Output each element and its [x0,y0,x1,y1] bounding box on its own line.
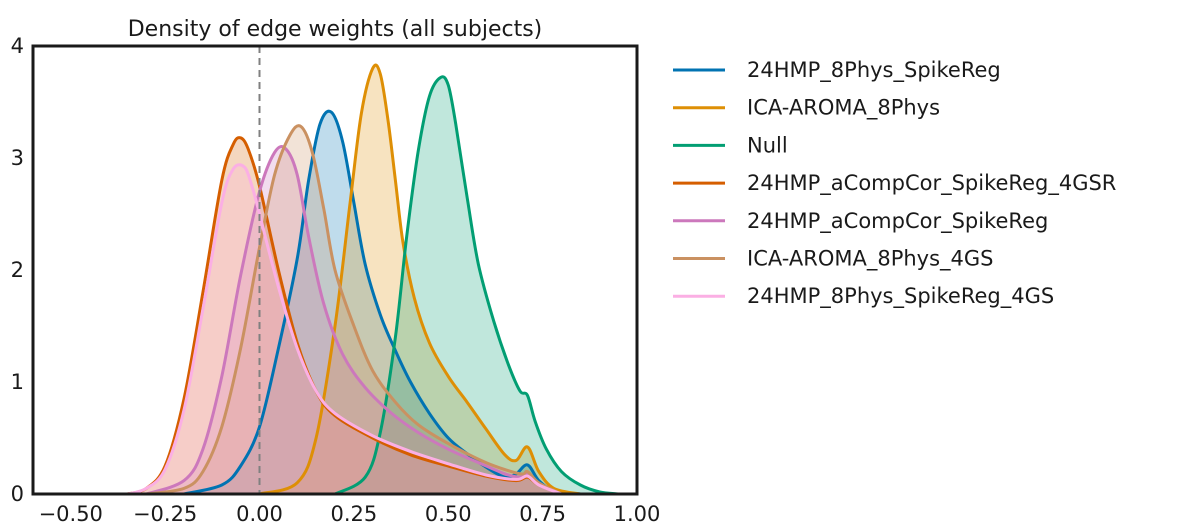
legend-label: ICA-AROMA_8Phys [747,96,940,121]
series-fill-4 [127,137,562,494]
legend-label: 24HMP_aCompCor_SpikeReg [747,209,1048,234]
x-tick-label: 0.50 [425,502,472,523]
series-fill-1 [184,111,581,494]
legend: 24HMP_8Phys_SpikeReg ICA-AROMA_8Phys Null 2… [673,58,1116,309]
y-tick-label: 0 [11,482,24,506]
y-tick-label: 2 [11,258,24,282]
series-fill-2 [259,65,581,494]
series-fill-3 [335,76,619,494]
series-line-5 [145,145,563,496]
x-tick-label: 0.25 [330,502,377,523]
legend-label: 24HMP_aCompCor_SpikeReg_4GSR [747,171,1116,196]
x-axis: −0.50 −0.25 0.00 0.25 0.50 0.75 1.00 [39,502,661,523]
x-tick-label: −0.50 [39,502,103,523]
density-fills [127,65,619,495]
series-line-7 [126,163,563,496]
y-tick-label: 1 [11,370,24,394]
series-line-2 [259,63,581,496]
legend-label: ICA-AROMA_8Phys_4GS [747,247,994,272]
x-tick-label: 0.75 [519,502,566,523]
series-fill-7 [127,164,562,495]
plot-frame [31,44,639,496]
series-line-6 [146,124,563,496]
x-tick-label: 0.00 [236,502,283,523]
legend-label: 24HMP_8Phys_SpikeReg_4GS [747,284,1054,309]
legend-label: Null [747,133,788,157]
series-fill-6 [146,125,562,494]
series-line-3 [334,75,619,496]
density-lines [126,63,619,496]
x-tick-label: 1.00 [614,502,661,523]
x-tick-label: −0.25 [133,502,197,523]
y-axis: 0 1 2 3 4 [11,34,24,506]
legend-label: 24HMP_8Phys_SpikeReg [747,58,1001,83]
y-tick-label: 3 [11,146,24,170]
y-tick-label: 4 [11,34,24,58]
chart-title: Density of edge weights (all subjects) [128,17,543,42]
